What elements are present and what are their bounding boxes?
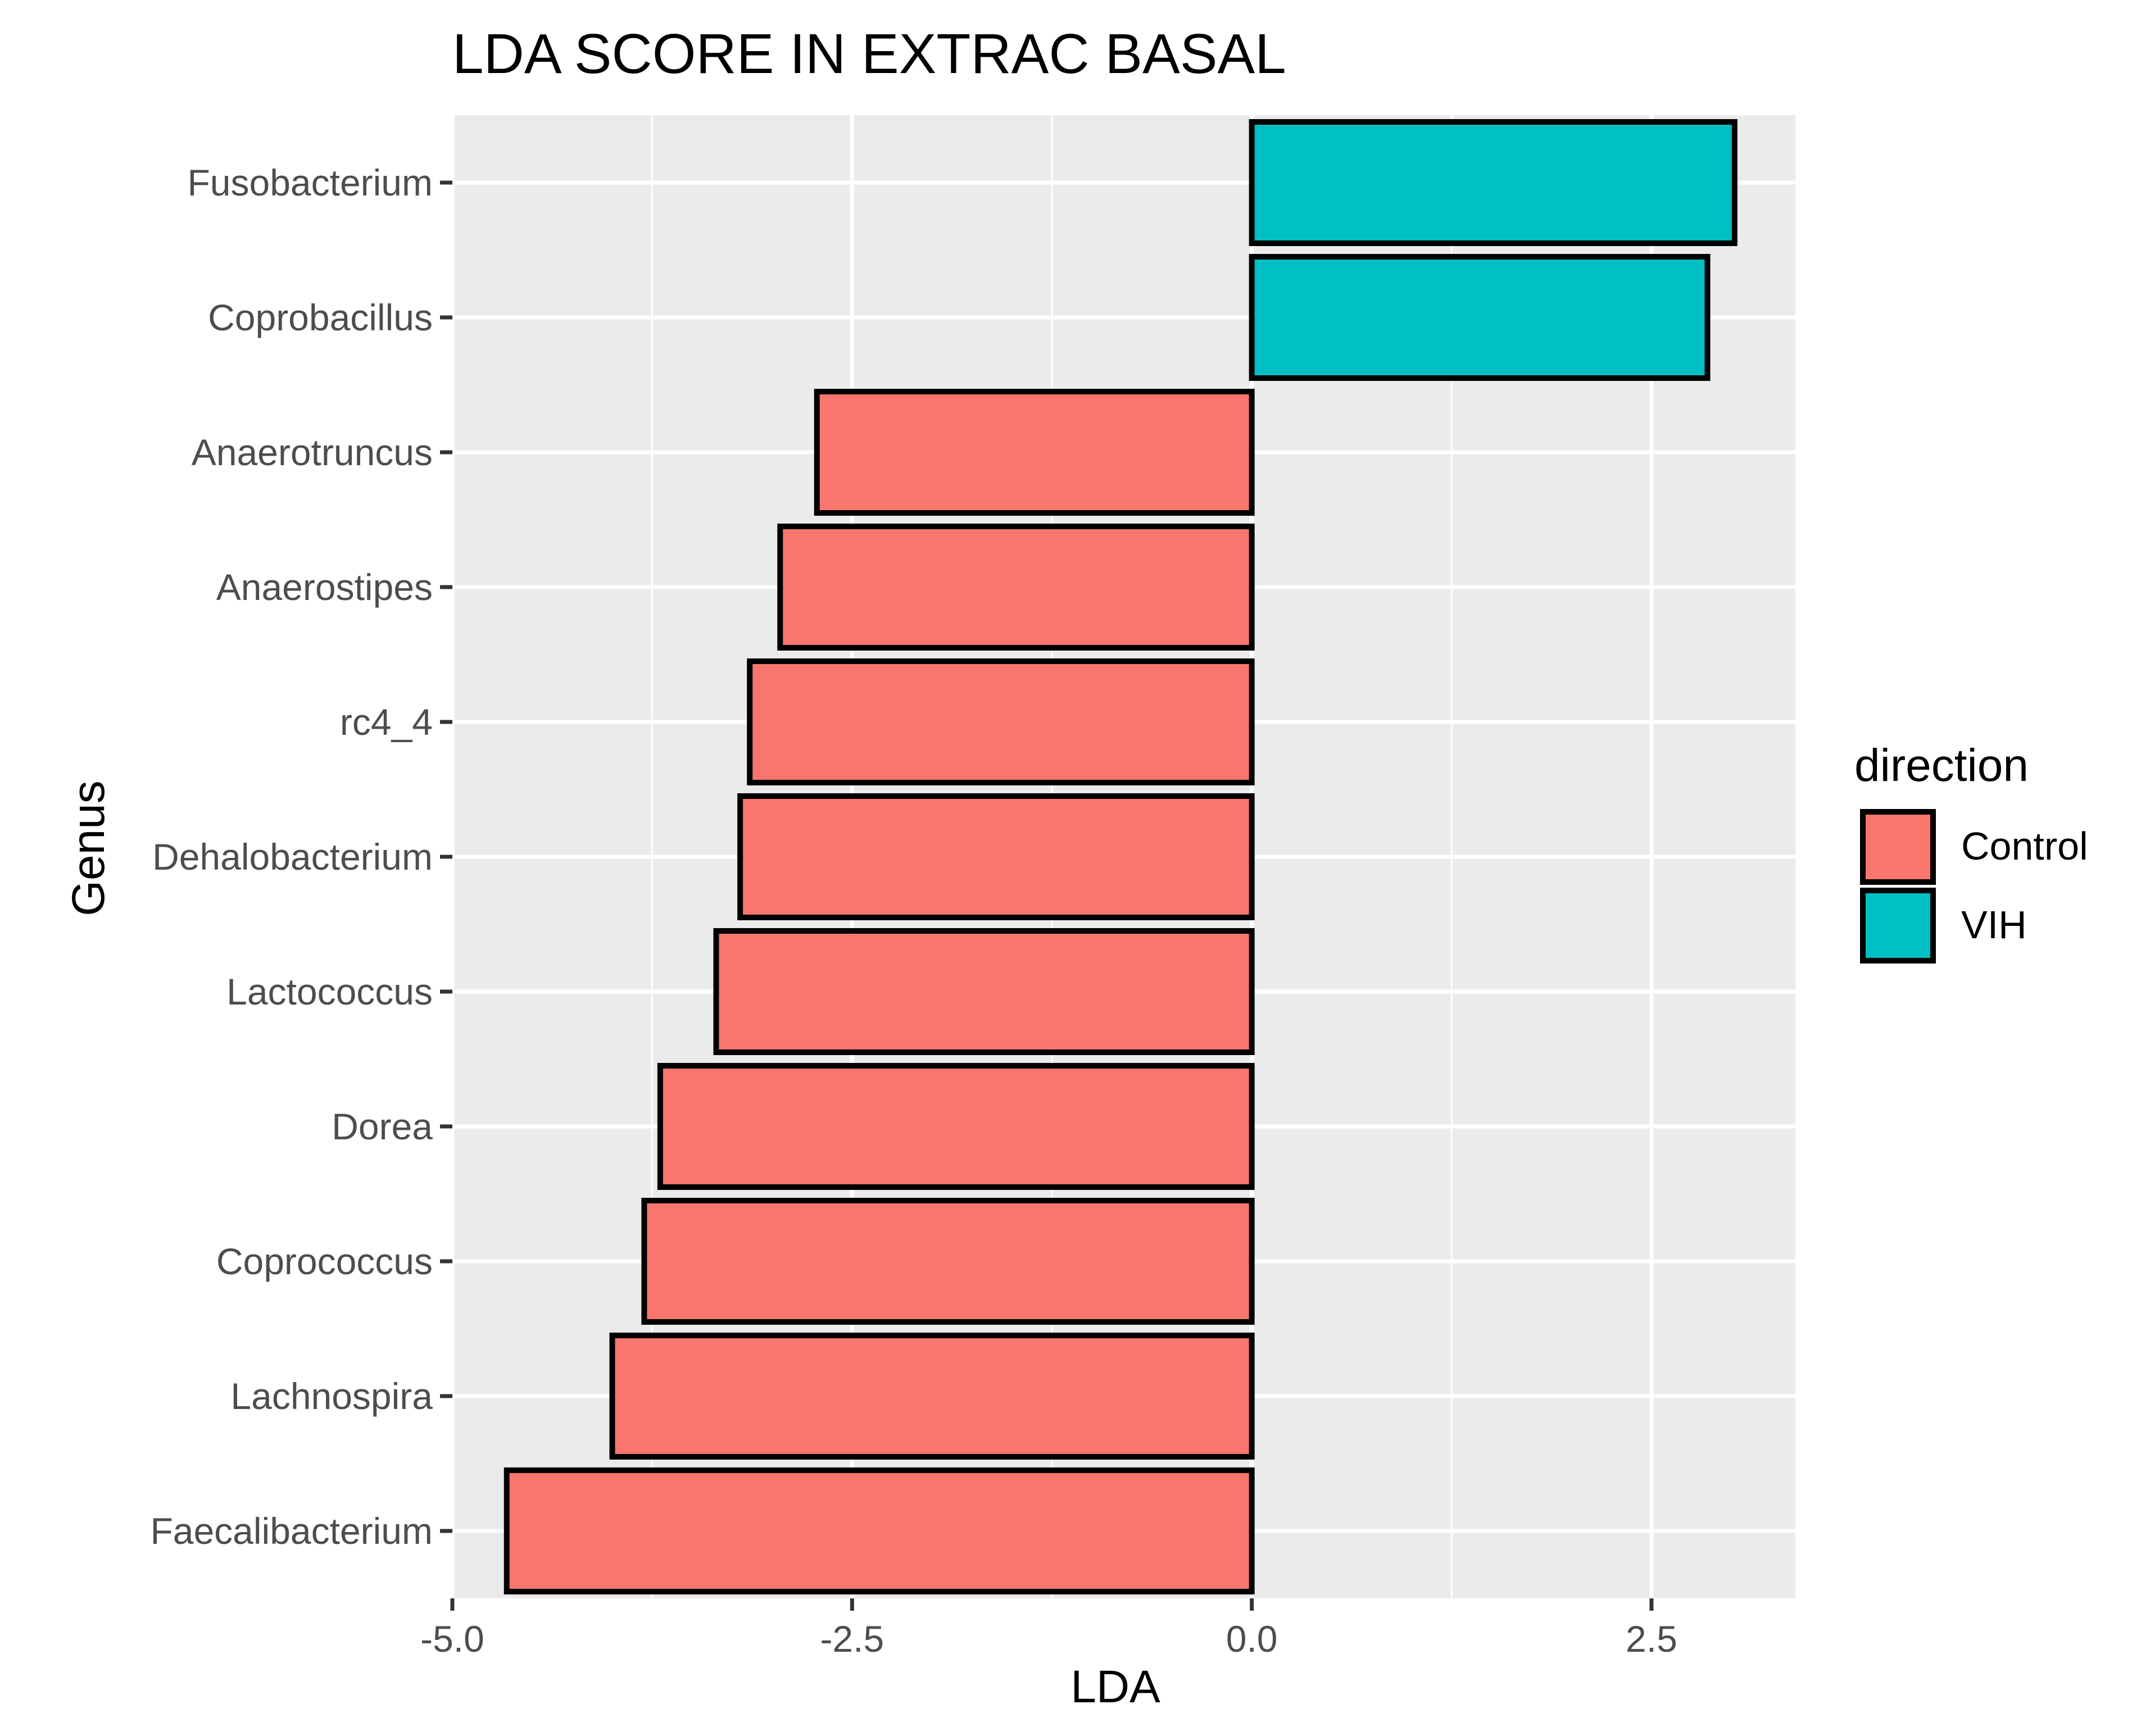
bar-faecalibacterium xyxy=(503,1467,1255,1594)
x-axis-title: LDA xyxy=(1070,1661,1160,1712)
legend-title: direction xyxy=(1854,740,2029,791)
y-tick-label: Coprococcus xyxy=(216,1240,433,1282)
y-tick-label: Lactococcus xyxy=(226,971,433,1012)
y-tick-label: Coprobacillus xyxy=(208,297,433,338)
bar-dehalobacterium xyxy=(737,793,1255,920)
y-tick-label: Dorea xyxy=(332,1106,433,1147)
bars xyxy=(503,119,1738,1594)
y-tick-label: Fusobacterium xyxy=(187,162,433,203)
bar-coprobacillus xyxy=(1249,254,1711,381)
bar-rc4-4 xyxy=(747,658,1255,785)
y-tick-label: Anaerostipes xyxy=(216,566,433,608)
legend-key-vih xyxy=(1860,888,1936,964)
legend-label-vih: VIH xyxy=(1961,903,2027,947)
chart-title: LDA SCORE IN EXTRAC BASAL xyxy=(452,22,1286,85)
y-tick-label: rc4_4 xyxy=(340,701,433,743)
x-tick-label: -5.0 xyxy=(420,1618,484,1660)
x-tick-label: 2.5 xyxy=(1626,1618,1677,1660)
y-tick-label: Anaerotruncus xyxy=(192,431,433,473)
x-axis: -5.0 -2.5 0.0 2.5 xyxy=(420,1598,1677,1660)
y-axis: Fusobacterium Coprobacillus Anaerotruncus A… xyxy=(150,162,452,1552)
bar-coprococcus xyxy=(641,1198,1255,1325)
bar-lactococcus xyxy=(713,928,1255,1055)
bar-anaerotruncus xyxy=(814,389,1255,516)
y-tick-label: Lachnospira xyxy=(230,1375,433,1417)
bar-dorea xyxy=(657,1063,1255,1190)
bar-anaerostipes xyxy=(777,524,1255,651)
x-tick-label: 0.0 xyxy=(1226,1618,1278,1660)
legend-label-control: Control xyxy=(1961,824,2088,868)
y-axis-title: Genus xyxy=(63,780,114,916)
y-tick-label: Faecalibacterium xyxy=(150,1510,433,1552)
bar-fusobacterium xyxy=(1249,119,1738,246)
bar-lachnospira xyxy=(609,1333,1255,1460)
x-tick-label: -2.5 xyxy=(820,1618,884,1660)
y-tick-label: Dehalobacterium xyxy=(152,836,433,878)
legend: direction Control VIH xyxy=(1854,740,2088,964)
legend-key-control xyxy=(1860,809,1936,885)
